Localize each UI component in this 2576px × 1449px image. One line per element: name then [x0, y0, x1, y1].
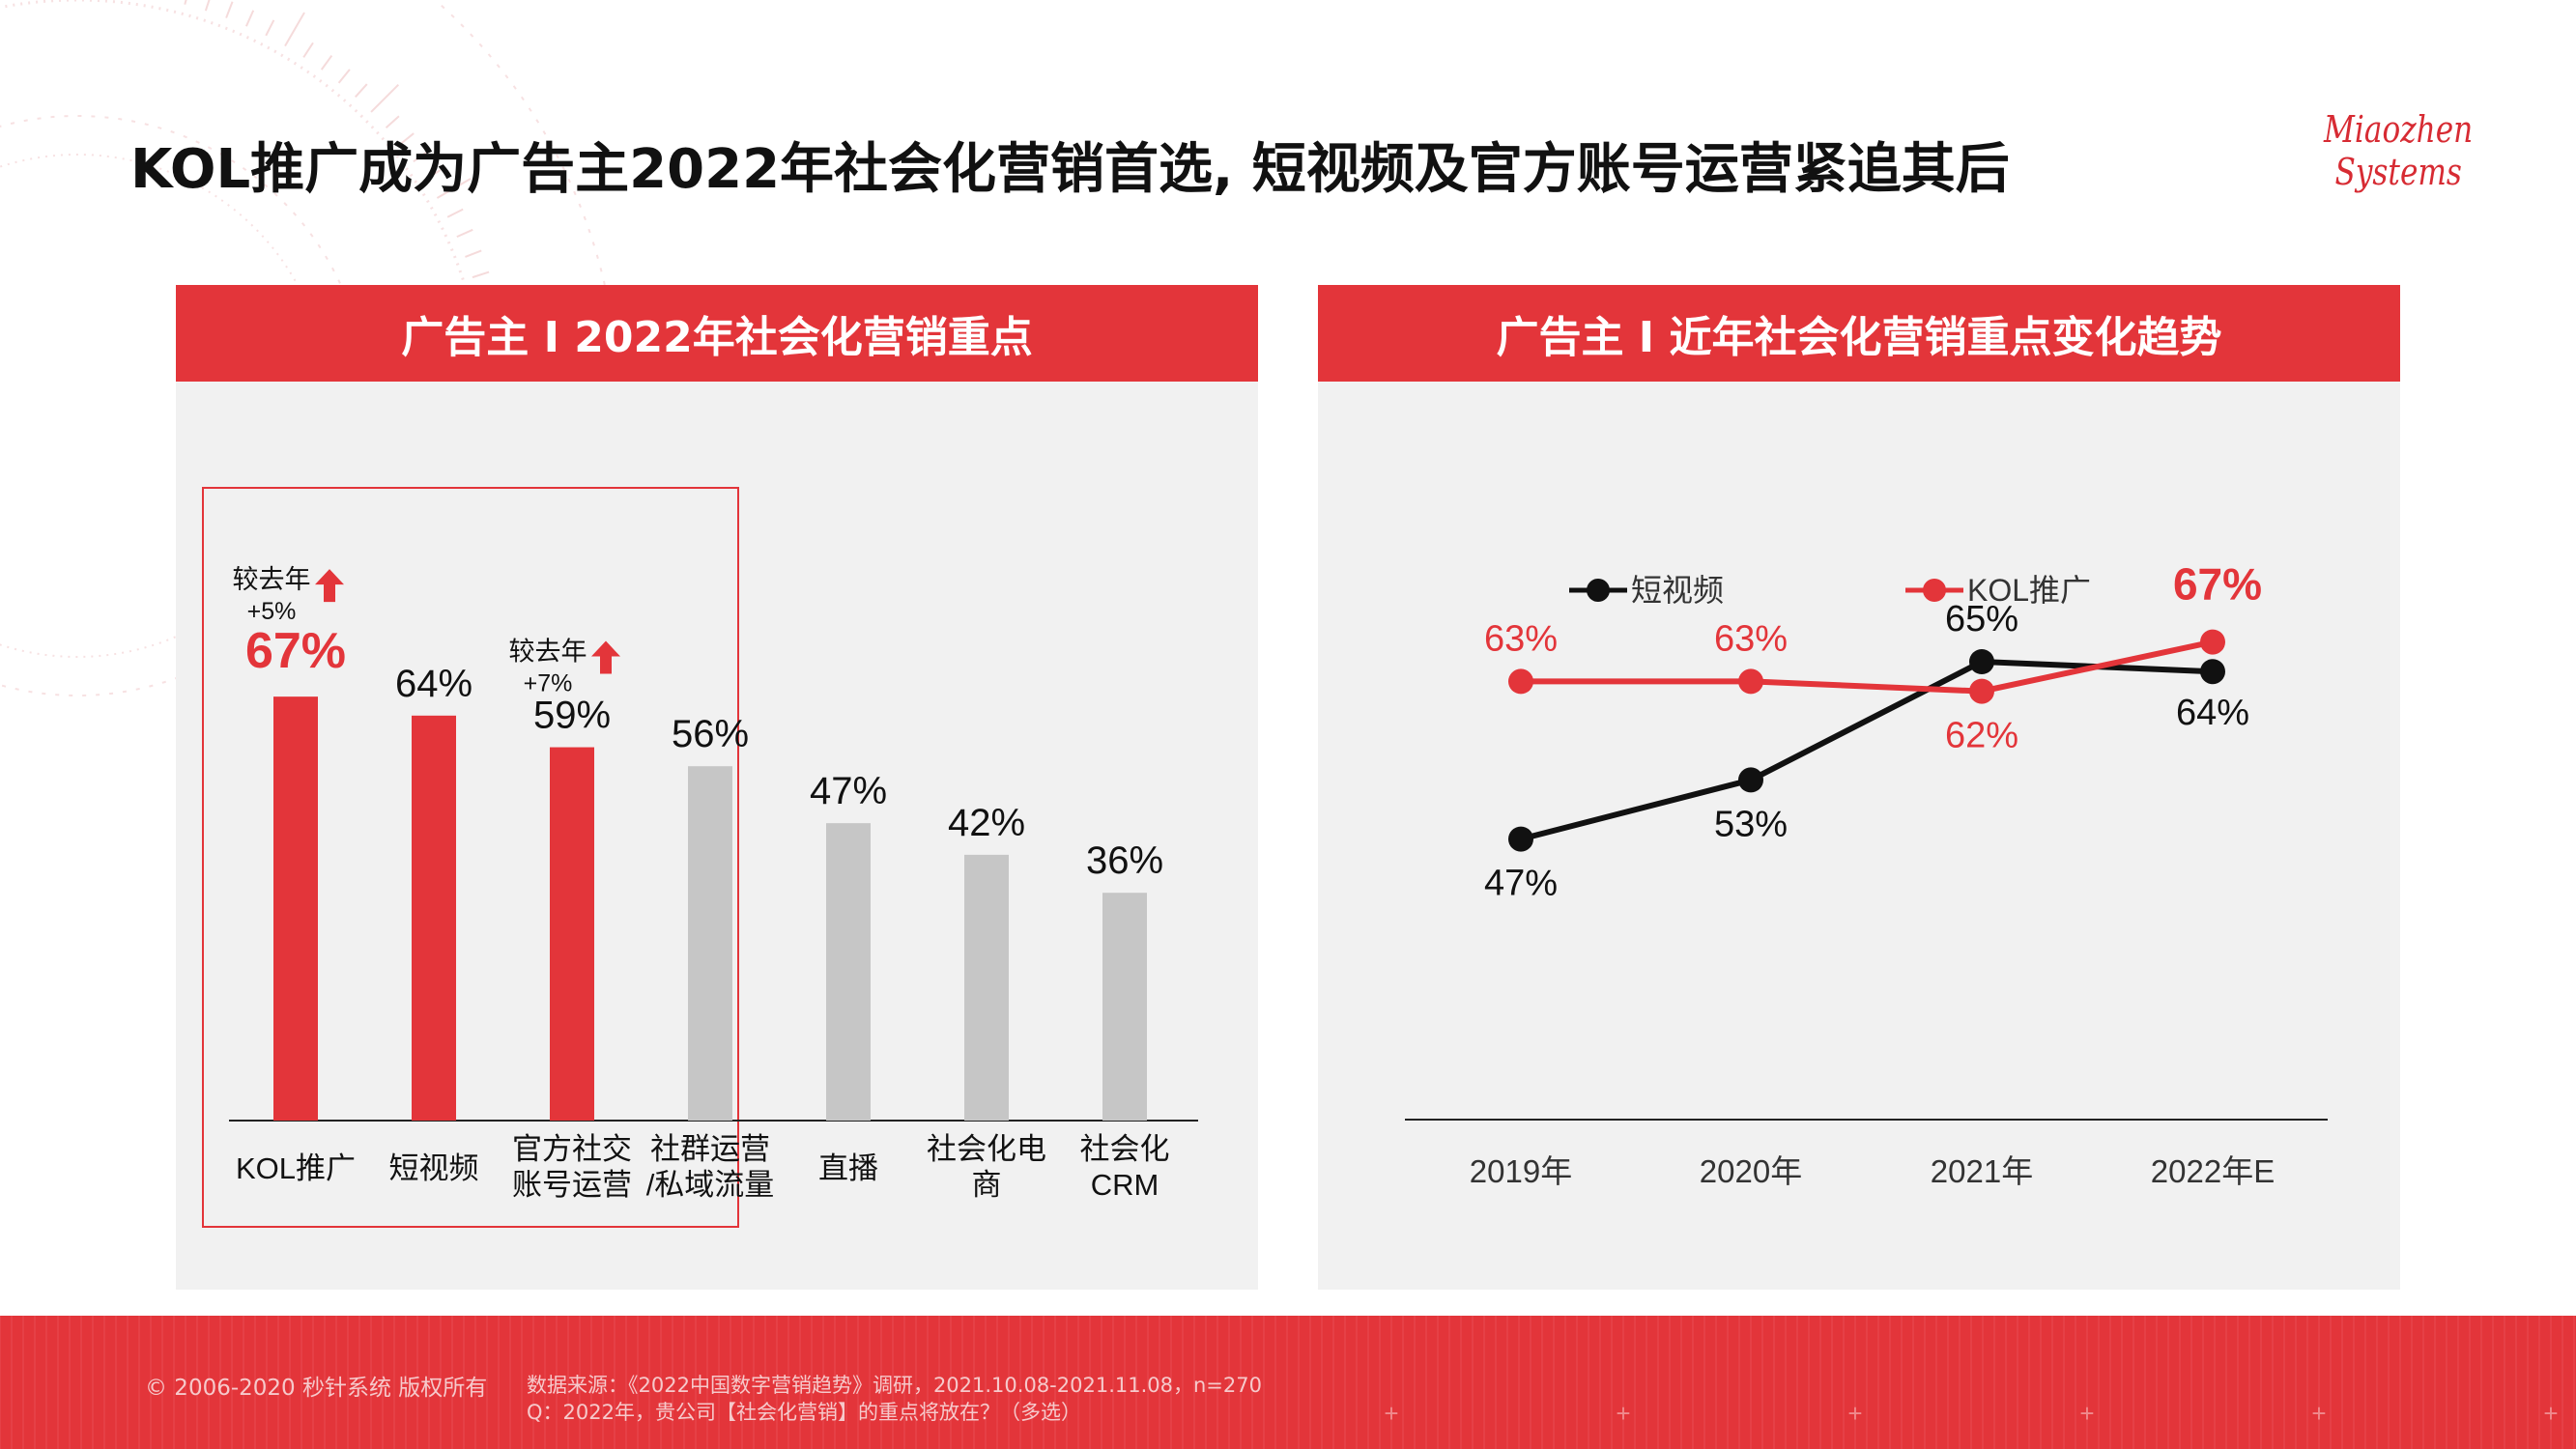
annotation-change: +7% — [524, 670, 573, 697]
annotation-change: +5% — [247, 598, 297, 625]
bar — [964, 854, 1009, 1121]
brand-logo-line1: Miaozhen — [2324, 108, 2474, 151]
x-tick-label: 2020年 — [1700, 1153, 1802, 1189]
category-label: 社会化 — [1080, 1132, 1170, 1166]
x-tick-label: 2021年 — [1931, 1153, 2033, 1189]
bar-value-label: 56% — [672, 713, 749, 755]
data-label: 47% — [1484, 864, 1558, 904]
category-label: 账号运营 — [512, 1168, 632, 1202]
svg-text:+: + — [2311, 1399, 2326, 1428]
bar-chart-panel: 广告主 I 2022年社会化营销重点 67% KOL推广 64% 短视频 59% 官方社交… — [176, 285, 1258, 1290]
footer: + + + + + + © 2006-2020 秒针系统 版权所有 数据来源：《2022中… — [0, 1316, 2576, 1449]
category-label: /私域流量 — [646, 1168, 775, 1202]
data-label: 62% — [1945, 716, 2018, 756]
x-tick-label: 2022年E — [2151, 1153, 2275, 1189]
svg-text:+: + — [1384, 1399, 1398, 1428]
bar-chart-header: 广告主 I 2022年社会化营销重点 — [176, 285, 1258, 382]
bar-value-label: 42% — [948, 802, 1025, 844]
footer-source-note: 数据来源：《2022中国数字营销趋势》调研，2021.10.08-2021.11… — [527, 1372, 1262, 1426]
bar — [826, 823, 871, 1121]
bar-value-label: 59% — [533, 695, 611, 737]
category-label: 短视频 — [389, 1151, 479, 1185]
bar — [688, 766, 732, 1121]
category-label: CRM — [1091, 1168, 1159, 1202]
up-arrow-icon — [315, 569, 344, 603]
bar-value-label: 67% — [245, 623, 346, 679]
bar-value-label: 36% — [1086, 839, 1163, 882]
page-title: KOL推广成为广告主2022年社会化营销首选, 短视频及官方账号运营紧追其后 — [130, 138, 2010, 201]
up-arrow-icon — [591, 640, 620, 674]
line-chart-header: 广告主 I 近年社会化营销重点变化趋势 — [1318, 285, 2400, 382]
line-chart-panel: 广告主 I 近年社会化营销重点变化趋势 短视频 KOL推广 2019年 2020年 20… — [1318, 285, 2400, 1290]
legend-marker — [1923, 579, 1946, 602]
legend-label: KOL推广 — [1967, 573, 2091, 608]
line-chart: 短视频 KOL推广 2019年 2020年 2021年 2022年E 47% 53% 65% 64… — [1405, 559, 2328, 1189]
svg-text:+: + — [2543, 1399, 2558, 1428]
change-annotation: 较去年 +5% — [233, 565, 344, 625]
bar — [1102, 893, 1147, 1121]
svg-text:+: + — [2079, 1399, 2094, 1428]
data-point — [1508, 668, 1533, 695]
brand-logo: Miaozhen Systems — [2324, 108, 2474, 193]
svg-text:+: + — [1616, 1399, 1630, 1428]
category-label: 社群运营 — [650, 1132, 770, 1166]
bar — [550, 747, 594, 1121]
data-label: 63% — [1714, 618, 1788, 659]
bar — [273, 696, 318, 1121]
category-label: KOL推广 — [236, 1151, 356, 1185]
data-label: 67% — [2173, 559, 2262, 610]
data-label: 64% — [2176, 693, 2249, 733]
change-annotation: 较去年 +7% — [509, 638, 620, 697]
category-label: 商 — [972, 1168, 1002, 1202]
annotation-text: 较去年 — [509, 638, 587, 667]
category-label: 直播 — [818, 1151, 878, 1185]
bar — [412, 715, 456, 1121]
data-label: 53% — [1714, 804, 1788, 844]
data-point — [1508, 826, 1533, 852]
data-point — [1738, 668, 1763, 695]
data-point — [1969, 649, 1994, 674]
category-label: 官方社交 — [512, 1132, 632, 1166]
svg-text:+: + — [1847, 1399, 1862, 1428]
highlight-box — [202, 487, 739, 1228]
x-tick-label: 2019年 — [1470, 1153, 1572, 1189]
footer-source-line: 数据来源：《2022中国数字营销趋势》调研，2021.10.08-2021.11… — [527, 1374, 1262, 1397]
footer-copyright: © 2006-2020 秒针系统 版权所有 — [145, 1376, 488, 1401]
data-point — [1969, 678, 1994, 704]
legend-label: 短视频 — [1631, 573, 1724, 608]
bar-value-label: 64% — [395, 663, 472, 705]
data-point — [2200, 629, 2225, 655]
category-label: 社会化电 — [927, 1132, 1046, 1166]
data-point — [2200, 659, 2225, 685]
data-label: 65% — [1945, 599, 2018, 639]
brand-logo-line2: Systems — [2334, 151, 2462, 193]
annotation-text: 较去年 — [233, 565, 311, 594]
footer-pattern: + + + + + + — [0, 1316, 2575, 1449]
data-label: 63% — [1484, 618, 1558, 659]
data-point — [1738, 767, 1763, 793]
series-line — [1521, 639, 2214, 695]
footer-question-line: Q：2022年，贵公司【社会化营销】的重点将放在？（多选） — [527, 1401, 1081, 1424]
bar-value-label: 47% — [810, 770, 887, 812]
legend-marker — [1587, 579, 1610, 602]
